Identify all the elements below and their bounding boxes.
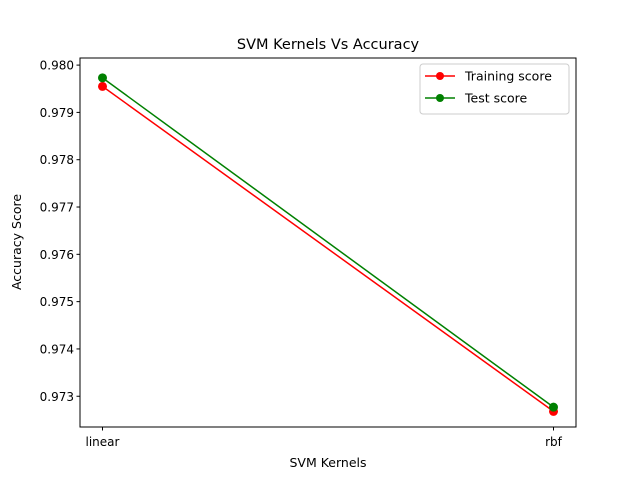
legend-marker xyxy=(436,72,444,80)
x-tick-label: rbf xyxy=(545,435,563,449)
series-line xyxy=(102,85,554,412)
data-point xyxy=(549,402,558,412)
y-tick-label: 0.974 xyxy=(40,342,74,356)
y-tick-label: 0.975 xyxy=(40,295,74,309)
x-axis: linear rbf xyxy=(86,427,563,449)
y-tick-label: 0.976 xyxy=(40,248,74,262)
y-tick-label: 0.978 xyxy=(40,153,74,167)
legend-item: Test score xyxy=(425,91,527,106)
data-point xyxy=(98,73,107,83)
legend-label: Training score xyxy=(464,69,552,84)
legend-marker xyxy=(436,94,444,102)
series-line xyxy=(102,77,554,408)
legend-item: Training score xyxy=(425,69,552,84)
data-point xyxy=(98,81,107,91)
x-tick-label: linear xyxy=(86,435,120,449)
y-tick-label: 0.977 xyxy=(40,201,74,215)
legend: Training score Test score xyxy=(419,63,570,115)
y-axis: 0.973 0.974 0.975 0.976 0.977 0.978 0.979 0.980 xyxy=(40,59,80,404)
x-axis-label: SVM Kernels xyxy=(289,455,366,470)
chart-title: SVM Kernels Vs Accuracy xyxy=(237,37,420,53)
series-1 xyxy=(98,73,558,412)
y-tick-label: 0.979 xyxy=(40,106,74,120)
legend-label: Test score xyxy=(464,91,527,106)
plot-frame xyxy=(79,57,577,428)
y-axis-label: Accuracy Score xyxy=(9,194,24,290)
y-tick-label: 0.973 xyxy=(40,390,74,404)
y-tick-label: 0.980 xyxy=(40,59,74,73)
legend-box xyxy=(419,63,570,115)
series-0 xyxy=(98,81,558,416)
series-layer xyxy=(98,73,558,416)
